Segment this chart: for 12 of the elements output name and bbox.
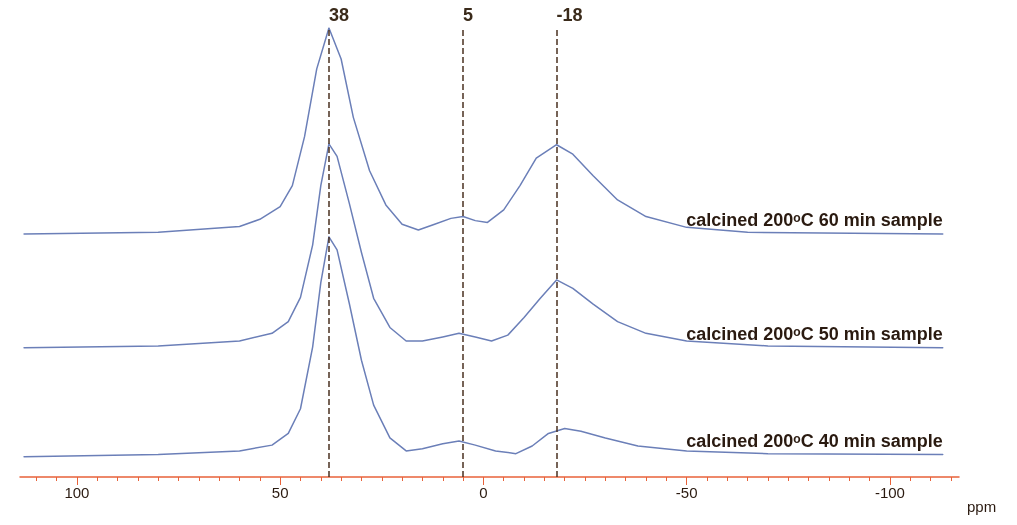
series-label: calcined 200ᵒC 40 min sample [686,430,943,451]
x-tick-label: 100 [64,484,90,501]
ref-line-label: 5 [463,5,474,25]
x-tick-label: -100 [874,484,905,501]
series-label: calcined 200ᵒC 60 min sample [686,210,943,231]
x-tick-label: 0 [479,484,488,501]
series-label: calcined 200ᵒC 50 min sample [686,323,943,344]
x-axis-title: ppm [967,498,997,515]
ref-line-label: -18 [556,5,583,25]
ref-line-label: 38 [328,5,349,25]
x-tick-label: 50 [271,484,289,501]
x-tick-label: -50 [675,484,698,501]
